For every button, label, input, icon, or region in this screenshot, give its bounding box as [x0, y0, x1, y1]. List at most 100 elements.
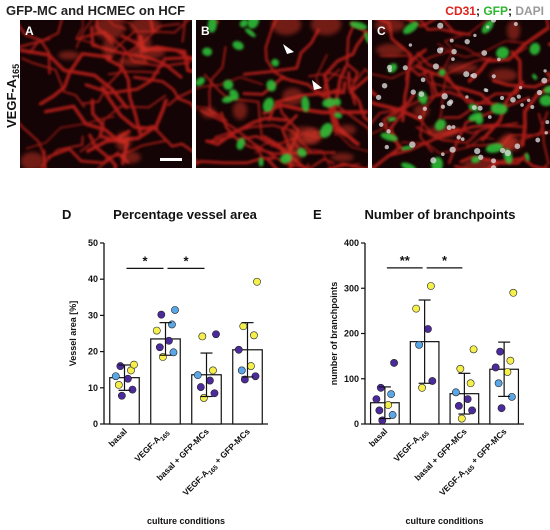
- vessel-strand: [75, 20, 98, 46]
- dapi-nucleus: [545, 120, 550, 125]
- data-point: [463, 395, 472, 404]
- data-point: [375, 406, 384, 415]
- dapi-nucleus: [518, 85, 523, 90]
- dapi-nucleus: [387, 64, 393, 70]
- gfp-cell: [322, 98, 337, 108]
- vessel-strand: [132, 75, 192, 108]
- vessel-strand: [372, 103, 406, 135]
- data-point: [452, 388, 460, 397]
- gfp-cell: [496, 46, 510, 59]
- y-tick-label: 30: [88, 310, 98, 320]
- data-point: [494, 379, 503, 388]
- gfp-cell: [202, 47, 213, 57]
- category-label: VEGF-A165 + GFP-MCs: [437, 426, 510, 499]
- vessel-patch: [374, 20, 406, 33]
- vessel-patch: [376, 43, 405, 57]
- vessel-patch: [271, 20, 302, 36]
- dapi-nucleus: [387, 68, 392, 73]
- vessel-patch: [115, 131, 132, 152]
- gfp-cell: [490, 103, 508, 115]
- dapi-nucleus: [516, 94, 521, 99]
- figure-title: GFP-MC and HCMEC on HCF: [6, 3, 185, 18]
- dapi-nucleus: [530, 105, 535, 109]
- data-point: [418, 383, 426, 392]
- dapi-nucleus: [465, 95, 469, 99]
- dapi-nucleus: [422, 106, 428, 111]
- vessel-strand: [20, 57, 86, 108]
- significance-label: *: [442, 253, 448, 268]
- data-point: [509, 288, 518, 297]
- gfp-cell: [438, 69, 446, 77]
- vessel-patch: [130, 46, 165, 59]
- y-axis-label: number of branchpoints: [329, 282, 339, 386]
- chart-branchpoints: E Number of branchpoints 0 100 200 300 400 numb…: [313, 207, 524, 526]
- data-point: [128, 385, 137, 394]
- dapi-nucleus: [514, 143, 521, 150]
- scale-bar: [160, 158, 182, 161]
- gfp-cell: [247, 20, 260, 29]
- vessel-strand: [114, 20, 190, 50]
- dapi-nucleus: [418, 91, 425, 97]
- vessel-patch: [135, 33, 152, 51]
- vessel-strand: [220, 111, 295, 168]
- vessel-strand: [348, 75, 368, 94]
- data-point: [196, 383, 205, 391]
- vessel-patch: [287, 126, 321, 145]
- dapi-nucleus: [536, 89, 543, 96]
- vessel-strand: [419, 82, 435, 153]
- vessel-strand: [88, 133, 118, 168]
- chart-vessel-area: D Percentage vessel area 0 10 20 30 40 50 Vessel…: [62, 207, 268, 526]
- vessel-strand: [196, 76, 264, 90]
- data-point: [152, 326, 161, 335]
- y-tick-label: 400: [344, 238, 359, 248]
- data-point: [240, 375, 249, 384]
- dapi-nucleus: [499, 147, 506, 154]
- dapi-nucleus: [451, 57, 455, 61]
- data-point: [157, 310, 166, 319]
- arrowhead-icon: [312, 80, 322, 90]
- data-point: [454, 401, 463, 410]
- dapi-nucleus: [497, 57, 501, 62]
- data-point: [376, 383, 385, 392]
- gfp-cell: [475, 115, 484, 125]
- gfp-cell: [524, 152, 530, 162]
- vessel-patch: [413, 104, 430, 118]
- data-point: [372, 395, 381, 404]
- dapi-nucleus: [499, 95, 505, 101]
- vessel-patch: [120, 151, 141, 164]
- dapi-nucleus: [449, 38, 454, 43]
- data-point: [111, 372, 120, 381]
- gfp-cell: [239, 20, 249, 28]
- chart-panel-letter: D: [62, 207, 71, 222]
- dapi-nucleus: [486, 25, 490, 29]
- dapi-nucleus: [543, 69, 547, 73]
- dapi-nucleus: [477, 105, 483, 111]
- vessel-strand: [38, 51, 112, 106]
- gfp-cell: [222, 95, 235, 103]
- data-point: [468, 406, 477, 415]
- gfp-cell: [349, 21, 368, 30]
- data-point: [426, 282, 435, 290]
- data-point: [491, 363, 500, 372]
- data-point: [253, 277, 261, 286]
- vessel-patch: [282, 87, 304, 106]
- dapi-nucleus: [535, 137, 541, 143]
- data-point: [466, 379, 475, 388]
- data-point: [168, 320, 176, 329]
- stain-legend: CD31; GFP; DAPI: [445, 4, 544, 18]
- gfp-cell: [236, 138, 246, 150]
- dapi-nucleus: [483, 88, 488, 92]
- dapi-nucleus: [420, 77, 426, 83]
- data-point: [239, 322, 248, 331]
- y-axis-label: Vessel area [%]: [68, 301, 78, 367]
- dapi-nucleus: [441, 93, 448, 100]
- micrograph-panel-c: C: [372, 20, 550, 168]
- vessel-strand: [205, 116, 290, 146]
- data-point: [496, 347, 504, 356]
- data-point: [169, 348, 178, 357]
- data-point: [457, 414, 466, 423]
- data-point: [124, 374, 132, 383]
- dapi-nucleus: [491, 74, 496, 79]
- dapi-nucleus: [544, 131, 548, 135]
- vessel-strand: [347, 71, 368, 122]
